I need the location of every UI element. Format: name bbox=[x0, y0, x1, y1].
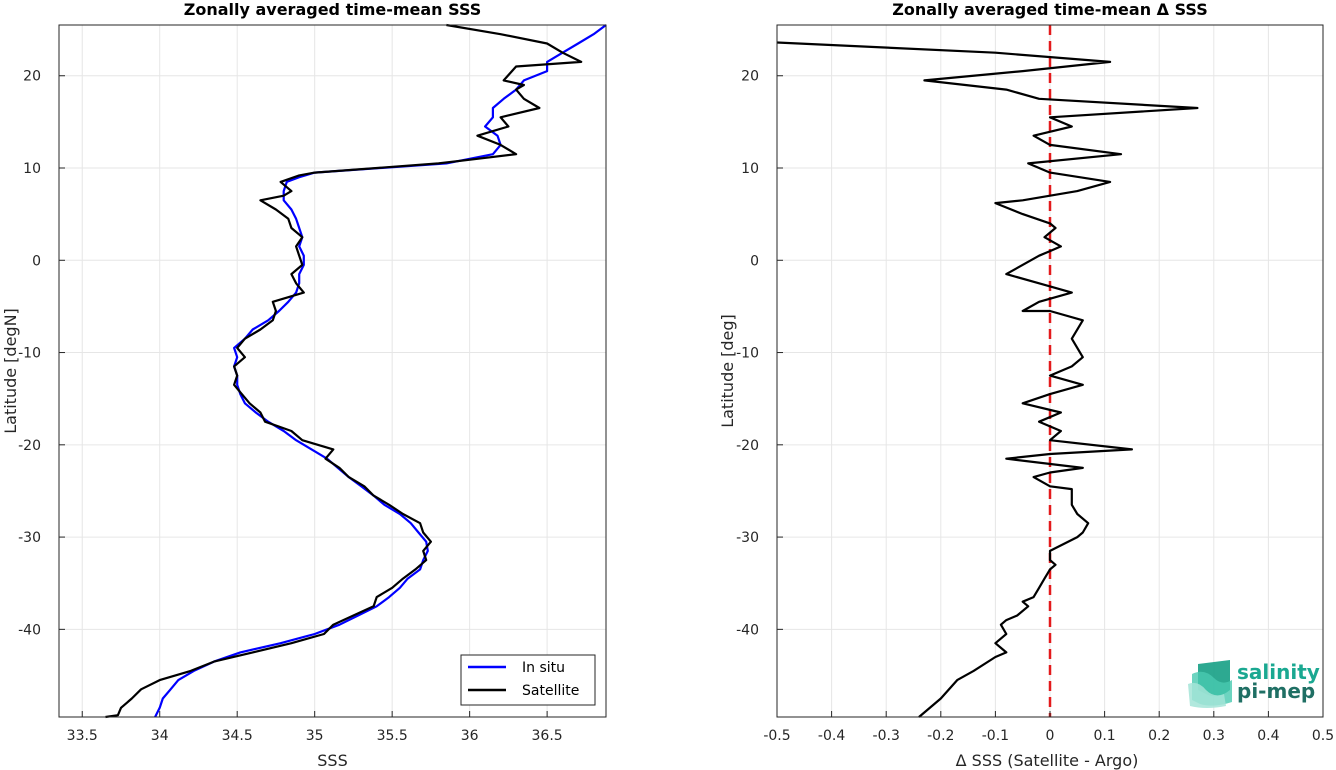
legend: In situ Satellite bbox=[460, 654, 596, 706]
x-tick-label-35p5: 35.5 bbox=[377, 728, 408, 744]
chart-title-delta-sss: Zonally averaged time-mean Δ SSS bbox=[892, 0, 1208, 19]
x-tick-label-m0p2: -0.2 bbox=[927, 728, 954, 744]
x-tick-label-m0p1: -0.1 bbox=[982, 728, 1009, 744]
chart-title-sss: Zonally averaged time-mean SSS bbox=[184, 0, 482, 19]
legend-label-satellite: Satellite bbox=[522, 683, 579, 699]
y-tick-label-10: 10 bbox=[741, 161, 759, 177]
y-tick-label-m30: -30 bbox=[736, 530, 759, 546]
series-group-sss bbox=[105, 23, 607, 719]
y-tick-label-10: 10 bbox=[23, 161, 41, 177]
x-tick-label-m0p3: -0.3 bbox=[873, 728, 900, 744]
logo-wave-front bbox=[1188, 682, 1226, 708]
sss-panel: 33.5 34 34.5 35 35.5 36 36.520100-10-20-30-40 … bbox=[1, 0, 607, 770]
x-tick-label-33p5: 33.5 bbox=[67, 728, 98, 744]
y-tick-label-m10: -10 bbox=[736, 346, 759, 362]
y-tick-label-m20: -20 bbox=[736, 438, 759, 454]
x-tick-label-35: 35 bbox=[306, 728, 324, 744]
x-axis-label-delta-sss: Δ SSS (Satellite - Argo) bbox=[956, 751, 1139, 770]
y-tick-label-m10: -10 bbox=[18, 346, 41, 362]
y-tick-label-m20: -20 bbox=[18, 438, 41, 454]
grid-sss bbox=[59, 25, 606, 717]
x-tick-label-m0p5: -0.5 bbox=[763, 728, 790, 744]
series-line-delta-sss bbox=[776, 41, 1199, 718]
ticks-delta-sss: -0.5 -0.4 -0.3 -0.2 -0.1 0 0.1 0.2 0.3 0.4 0.5 20 10… bbox=[736, 69, 1334, 744]
y-tick-label-m40: -40 bbox=[736, 622, 759, 638]
x-axis-label-sss: SSS bbox=[317, 751, 347, 770]
y-tick-label-m40: -40 bbox=[18, 622, 41, 638]
y-tick-label-0: 0 bbox=[750, 253, 759, 269]
series-group-delta-sss bbox=[776, 25, 1199, 718]
y-axis-label-sss: Latitude [degN] bbox=[1, 308, 20, 434]
wave-logo-icon bbox=[1188, 660, 1232, 708]
y-tick-label-20: 20 bbox=[741, 69, 759, 85]
plot-box-sss bbox=[58, 24, 607, 718]
y-tick-label-0: 0 bbox=[32, 253, 41, 269]
x-tick-label-m0p4: -0.4 bbox=[818, 728, 845, 744]
x-tick-label-0p3: 0.3 bbox=[1203, 728, 1225, 744]
y-axis-label-delta-sss: Latitude [deg] bbox=[718, 314, 737, 428]
x-tick-label-34: 34 bbox=[151, 728, 169, 744]
x-tick-label-0p2: 0.2 bbox=[1148, 728, 1170, 744]
logo-line1: salinity bbox=[1237, 660, 1320, 684]
x-tick-label-36p5: 36.5 bbox=[532, 728, 563, 744]
x-tick-label-0p4: 0.4 bbox=[1257, 728, 1279, 744]
legend-label-in-situ: In situ bbox=[522, 660, 565, 676]
y-tick-label-20: 20 bbox=[23, 69, 41, 85]
salinity-pi-mep-logo: salinity pi-mep bbox=[1188, 660, 1320, 708]
x-tick-label-0p1: 0.1 bbox=[1093, 728, 1115, 744]
series-line-satellite bbox=[105, 23, 583, 719]
x-tick-label-0: 0 bbox=[1046, 728, 1055, 744]
x-tick-label-34p5: 34.5 bbox=[222, 728, 253, 744]
legend-box bbox=[460, 654, 596, 706]
y-tick-label-m30: -30 bbox=[18, 530, 41, 546]
logo-line2: pi-mep bbox=[1237, 679, 1315, 703]
x-tick-label-0p5: 0.5 bbox=[1312, 728, 1334, 744]
ticks-sss: 33.5 34 34.5 35 35.5 36 36.5 20 10 0 -10 -20 -30 -40 bbox=[18, 69, 563, 744]
plot-area-sss bbox=[59, 25, 606, 717]
x-tick-label-36: 36 bbox=[461, 728, 479, 744]
delta-sss-panel: -0.5 -0.4 -0.3 -0.2 -0.1 0 0.1 0.2 0.3 0.4 0.5 20 10… bbox=[718, 0, 1334, 770]
